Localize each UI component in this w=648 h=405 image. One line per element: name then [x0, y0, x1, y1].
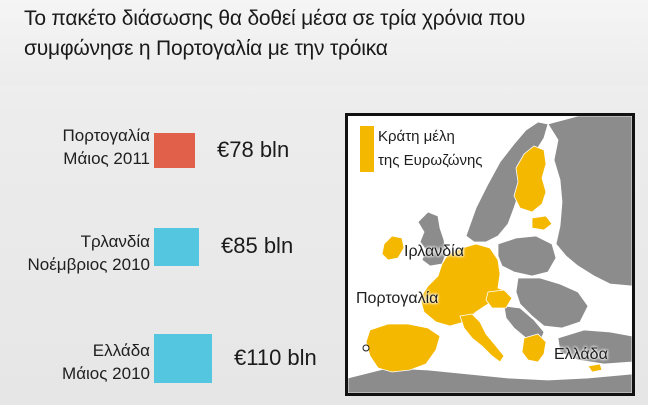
- europe-map: Κράτη μέλη της Ευρωζώνης Ιρλανδία Πορτογ…: [345, 113, 635, 396]
- bar-greece: [154, 334, 212, 383]
- row-label-ireland: Τρλανδία Νοέμβριος 2010: [0, 230, 150, 276]
- title-line-2: συμφώνησε η Πορτογαλία με την τρόικα: [24, 37, 388, 60]
- legend-line-1: Κράτη μέλη: [378, 128, 455, 145]
- legend-label-eurozone: Κράτη μέλη της Ευρωζώνης: [378, 125, 483, 173]
- italy: [459, 313, 505, 363]
- greece: [521, 333, 547, 363]
- row-country-portugal: Πορτογαλία: [62, 126, 150, 145]
- russia-east: [547, 116, 632, 287]
- non-eurozone-regions: [348, 116, 632, 393]
- benelux-germany-france-austria: [419, 243, 509, 327]
- bar-portugal: [154, 133, 195, 168]
- map-label-portugal: Πορτογαλία: [356, 290, 439, 307]
- legend-swatch-eurozone: [360, 126, 374, 172]
- row-date-greece: Μάιος 2010: [62, 364, 150, 383]
- iberia: [365, 323, 441, 373]
- value-label-portugal: €78 bln: [217, 137, 290, 162]
- eastern-europe: [515, 277, 589, 329]
- eurozone-regions: [365, 145, 603, 373]
- value-label-greece: €110 bln: [234, 345, 317, 370]
- header-band: [0, 0, 648, 86]
- turkey: [557, 329, 632, 365]
- value-label-ireland: €85 bln: [221, 233, 294, 258]
- finland: [513, 145, 547, 213]
- cyprus: [587, 363, 603, 373]
- row-country-greece: Ελλάδα: [92, 341, 150, 360]
- row-date-ireland: Νοέμβριος 2010: [27, 255, 150, 274]
- map-label-greece: Ελλάδα: [554, 346, 608, 363]
- page-title: Το πακέτο διάσωσης θα δοθεί μέσα σε τρία…: [24, 4, 624, 64]
- row-date-portugal: Μάιος 2011: [63, 149, 150, 168]
- row-label-greece: Ελλάδα Μάιος 2010: [0, 339, 150, 385]
- slovenia-slovakia: [485, 289, 513, 309]
- row-country-ireland: Τρλανδία: [80, 232, 150, 251]
- north-africa: [348, 367, 632, 393]
- estonia: [531, 215, 553, 231]
- map-label-ireland: Ιρλανδία: [404, 243, 464, 260]
- legend-line-2: της Ευρωζώνης: [378, 152, 483, 169]
- europe-map-svg: [348, 116, 632, 393]
- title-line-1: Το πακέτο διάσωσης θα δοθεί μέσα σε τρία…: [24, 7, 526, 30]
- poland-baltics: [497, 235, 557, 277]
- ireland: [381, 235, 405, 261]
- portugal-marker: [362, 344, 370, 352]
- bar-ireland: [154, 228, 199, 266]
- row-label-portugal: Πορτογαλία Μάιος 2011: [0, 124, 150, 170]
